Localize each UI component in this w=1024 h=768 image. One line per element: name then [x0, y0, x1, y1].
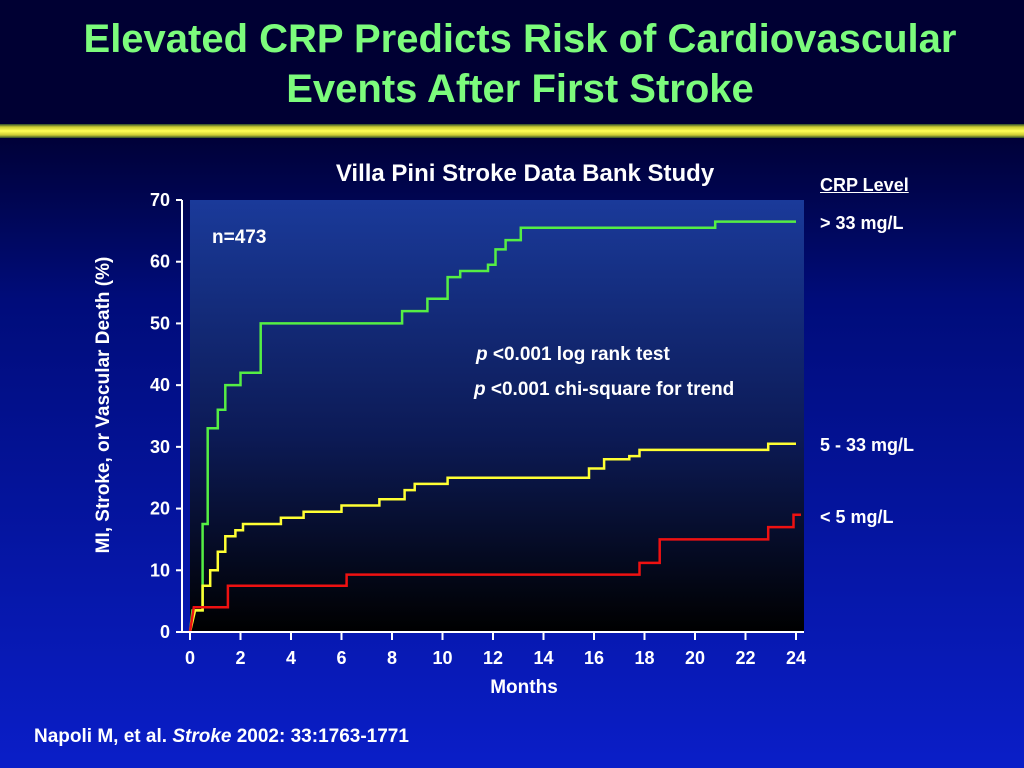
y-tick-label: 50: [150, 313, 170, 333]
x-tick-label: 4: [286, 648, 296, 668]
p-italic-1: p: [475, 344, 488, 365]
x-axis-label: Months: [490, 677, 558, 698]
citation-details: 2002: 33:1763-1771: [236, 726, 409, 747]
p-italic-2: p: [473, 379, 486, 400]
legend-title: CRP Level: [820, 175, 909, 195]
x-tick-label: 16: [584, 648, 604, 668]
y-tick-label: 60: [150, 252, 170, 272]
x-tick-label: 6: [336, 648, 346, 668]
x-tick-label: 8: [387, 648, 397, 668]
x-tick-label: 12: [483, 648, 503, 668]
p-text-2: <0.001 chi-square for trend: [486, 379, 735, 400]
citation-authors: Napoli M, et al.: [34, 726, 168, 747]
y-tick-label: 20: [150, 499, 170, 519]
x-tick-label: 0: [185, 648, 195, 668]
title-line-1: Elevated CRP Predicts Risk of Cardiovasc…: [83, 17, 957, 61]
sample-size-label: n=473: [212, 227, 266, 248]
legend-item-high: > 33 mg/L: [820, 213, 904, 233]
p-value-log-rank: p <0.001 log rank test: [475, 344, 670, 365]
page-title: Elevated CRP Predicts Risk of Cardiovasc…: [0, 14, 1024, 114]
series-line-low: [188, 513, 801, 633]
legend-item-mid: 5 - 33 mg/L: [820, 435, 915, 455]
x-tick-label: 20: [685, 648, 705, 668]
chart-title: Villa Pini Stroke Data Bank Study: [335, 160, 715, 187]
title-divider-stripe: [0, 124, 1024, 138]
p-value-chi-square: p <0.001 chi-square for trend: [473, 379, 734, 400]
x-tick-label: 24: [786, 648, 806, 668]
citation-journal: Stroke: [172, 726, 232, 747]
y-axis-label: MI, Stroke, or Vascular Death (%): [93, 256, 114, 554]
p-text-1: <0.001 log rank test: [488, 344, 671, 365]
y-tick-label: 0: [160, 622, 170, 642]
series-line-mid: [188, 442, 796, 633]
citation: Napoli M, et al. Stroke 2002: 33:1763-17…: [34, 726, 409, 748]
y-tick-label: 40: [150, 375, 170, 395]
x-tick-label: 18: [634, 648, 654, 668]
y-tick-label: 30: [150, 437, 170, 457]
y-tick-label: 10: [150, 560, 170, 580]
x-tick-label: 22: [735, 648, 755, 668]
plot-area: [190, 200, 804, 632]
title-line-2: Events After First Stroke: [286, 67, 754, 111]
series-line-high: [188, 220, 796, 633]
x-tick-label: 10: [432, 648, 452, 668]
x-tick-label: 2: [235, 648, 245, 668]
y-tick-label: 70: [150, 190, 170, 210]
x-tick-label: 14: [533, 648, 553, 668]
legend-item-low: < 5 mg/L: [820, 507, 894, 527]
